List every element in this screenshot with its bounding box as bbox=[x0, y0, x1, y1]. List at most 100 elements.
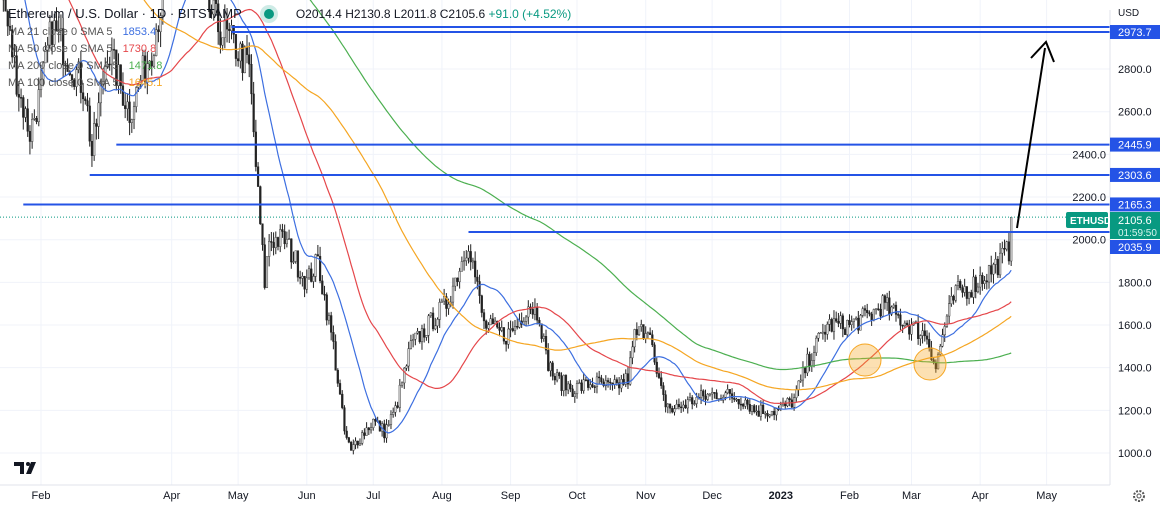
candle bbox=[553, 373, 556, 385]
candle bbox=[883, 294, 887, 310]
time-tick-label: Oct bbox=[568, 490, 585, 502]
candle bbox=[403, 367, 406, 389]
candle bbox=[505, 340, 508, 352]
candle bbox=[582, 372, 585, 394]
candle bbox=[88, 97, 91, 147]
candle bbox=[369, 422, 373, 434]
highlight-circle-feb bbox=[848, 343, 882, 377]
candle bbox=[35, 115, 38, 125]
candle bbox=[870, 311, 873, 326]
candle bbox=[318, 246, 322, 284]
candle bbox=[84, 96, 87, 105]
price-tick-label: 2000.0 bbox=[1072, 235, 1106, 247]
level-price-label: 2165.3 bbox=[1118, 199, 1152, 211]
candle bbox=[299, 270, 302, 285]
candle bbox=[584, 377, 587, 382]
candle bbox=[757, 405, 760, 417]
candle bbox=[622, 373, 625, 386]
candle bbox=[715, 389, 718, 400]
candle bbox=[629, 350, 632, 386]
candle bbox=[843, 327, 847, 335]
candle bbox=[22, 95, 25, 130]
candle bbox=[976, 282, 980, 294]
candle bbox=[693, 400, 696, 406]
settings-gear-icon[interactable] bbox=[1133, 490, 1145, 502]
candle bbox=[569, 380, 572, 393]
indicator-ma100[interactable]: MA 100 close 0 SMA 5 1645.1 bbox=[8, 77, 571, 89]
candle bbox=[542, 333, 545, 342]
candle bbox=[917, 314, 920, 345]
candle bbox=[513, 319, 517, 335]
candle bbox=[126, 94, 129, 121]
candle bbox=[967, 291, 971, 305]
candle bbox=[770, 411, 774, 417]
candle bbox=[653, 342, 656, 365]
candle bbox=[686, 396, 689, 414]
market-status-icon bbox=[263, 8, 274, 19]
target-arrow bbox=[1016, 40, 1055, 229]
candle bbox=[281, 223, 284, 238]
candle bbox=[135, 86, 138, 113]
candle bbox=[773, 407, 776, 421]
candle bbox=[414, 332, 417, 346]
symbol-tag-label: ETHUSD bbox=[1070, 216, 1111, 227]
candle bbox=[755, 405, 758, 416]
candle bbox=[305, 269, 308, 294]
candle bbox=[336, 368, 339, 387]
candle bbox=[941, 328, 944, 348]
candle bbox=[680, 401, 683, 414]
candle bbox=[438, 298, 441, 328]
indicator-ma50[interactable]: MA 50 close 0 SMA 5 1730.8 bbox=[8, 43, 571, 55]
candle bbox=[230, 19, 233, 40]
candle bbox=[356, 440, 359, 449]
candle bbox=[219, 18, 222, 54]
candle bbox=[392, 407, 395, 418]
indicator-value: 1471.8 bbox=[128, 60, 163, 72]
candle bbox=[790, 393, 793, 408]
currency-selector[interactable]: USD bbox=[1118, 8, 1139, 19]
time-tick-label: Apr bbox=[163, 490, 180, 502]
candle bbox=[254, 119, 257, 172]
candle bbox=[50, 20, 54, 55]
candle bbox=[660, 371, 663, 389]
current-price-tag bbox=[1110, 212, 1160, 239]
candle bbox=[998, 243, 1002, 279]
candle bbox=[578, 379, 581, 385]
time-tick-label: Nov bbox=[636, 490, 656, 502]
candle bbox=[768, 414, 771, 419]
candle bbox=[795, 385, 798, 402]
ohlc-change: +91.0 (+4.52%) bbox=[488, 6, 572, 21]
candle bbox=[106, 50, 109, 69]
candle bbox=[908, 319, 911, 340]
candle bbox=[416, 327, 419, 335]
indicator-label: MA 21 close 0 SMA 5 bbox=[8, 26, 113, 38]
time-axis[interactable]: Feb Apr May Jun Jul Aug Sep Oct Nov Dec 2023 Feb Mar… bbox=[32, 490, 1058, 502]
candle bbox=[150, 52, 153, 76]
time-tick-label: May bbox=[228, 490, 249, 502]
candle bbox=[77, 58, 80, 74]
price-tick-label: 2400.0 bbox=[1072, 149, 1106, 161]
indicator-ma21[interactable]: MA 21 close 0 SMA 5 1853.4 bbox=[8, 26, 571, 38]
candle bbox=[728, 389, 731, 401]
candle bbox=[454, 277, 457, 292]
symbol-title[interactable]: Ethereum / U.S. Dollar · 1D · BITSTAMP bbox=[8, 6, 242, 21]
candle bbox=[26, 98, 29, 137]
candle bbox=[945, 314, 949, 328]
time-tick-label: Dec bbox=[702, 490, 722, 502]
candle bbox=[939, 343, 942, 356]
candle bbox=[511, 321, 514, 333]
candle bbox=[28, 125, 32, 155]
indicator-ma200[interactable]: MA 200 close 0 SMA 5 1471.8 bbox=[8, 60, 571, 72]
candle bbox=[564, 374, 568, 397]
candle bbox=[474, 251, 477, 284]
candle bbox=[13, 43, 16, 68]
candle bbox=[8, 14, 12, 31]
candle bbox=[633, 328, 636, 353]
highlight-circle-mar bbox=[913, 347, 947, 381]
candle bbox=[611, 382, 614, 391]
candle bbox=[412, 333, 415, 348]
candle bbox=[268, 234, 271, 267]
candle bbox=[407, 341, 410, 372]
